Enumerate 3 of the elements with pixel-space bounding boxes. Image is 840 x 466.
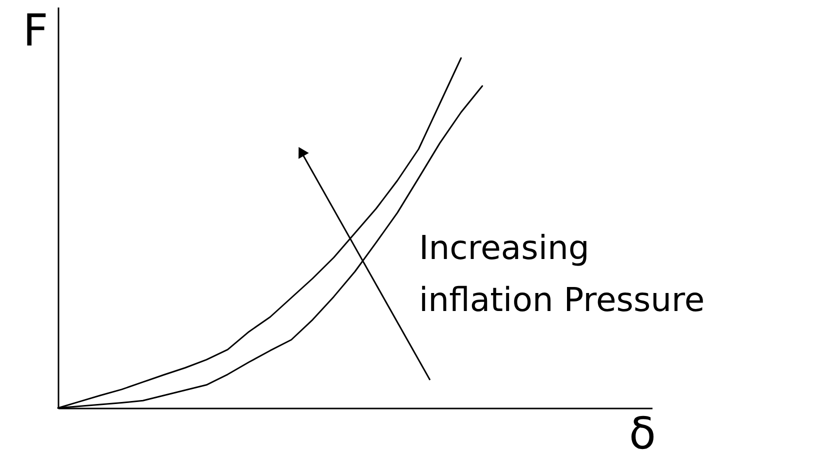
- x-axis-title: δ: [629, 408, 656, 460]
- y-axis-title: F: [22, 6, 48, 56]
- annotation: Increasing inflation Pressure: [419, 228, 705, 319]
